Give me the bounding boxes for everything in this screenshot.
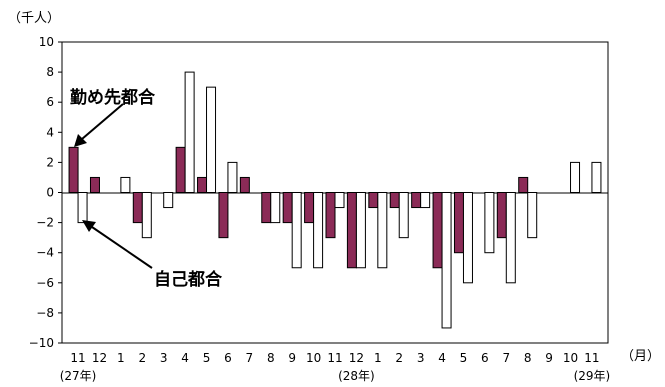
x-tick-label: 2 [138, 351, 146, 365]
bar-employer-reason [518, 176, 529, 193]
y-tick-label: −8 [36, 306, 54, 320]
x-tick-label: 6 [224, 351, 232, 365]
x-unit-label: （月） [621, 349, 660, 364]
bar-personal-reason [398, 192, 409, 239]
bar-personal-reason [227, 161, 238, 193]
x-axis: 11 12 1 2 3 4 5 6 7 8 9 10 11 12 1 2 3 4 5 6 7 8 9 10 11 [70, 351, 599, 365]
x-tick-label: 11 [70, 351, 85, 365]
bar-personal-reason [334, 192, 345, 209]
bar-personal-reason [462, 192, 473, 284]
bar-employer-reason [325, 192, 336, 239]
x-tick-label: 4 [181, 351, 189, 365]
y-tick-label: 6 [46, 95, 54, 109]
year-label: (27年) [60, 369, 97, 383]
bar-employer-reason [432, 192, 443, 269]
year-labels: (27年) (28年) (29年) [60, 369, 611, 383]
arrowhead-employer-reason [74, 134, 87, 147]
x-tick-label: 2 [395, 351, 403, 365]
arrow-personal-reason [91, 226, 153, 269]
x-tick-label: 11 [327, 351, 342, 365]
x-tick-label: 7 [246, 351, 254, 365]
bar-personal-reason [377, 192, 388, 269]
x-tick-label: 12 [92, 351, 107, 365]
bar-personal-reason [570, 161, 581, 193]
bar-personal-reason [163, 192, 174, 209]
x-tick-label: 6 [481, 351, 489, 365]
x-tick-label: 3 [417, 351, 425, 365]
bar-employer-reason [389, 192, 400, 209]
y-tick-label: 10 [39, 35, 54, 49]
x-tick-label: 9 [288, 351, 296, 365]
year-label: (29年) [574, 369, 611, 383]
x-tick-label: 10 [306, 351, 321, 365]
bar-personal-reason [420, 192, 431, 209]
arrowhead-personal-reason [82, 220, 96, 232]
bar-employer-reason [411, 192, 422, 209]
x-tick-label: 4 [438, 351, 446, 365]
x-tick-label: 5 [203, 351, 211, 365]
y-tick-label: 8 [46, 65, 54, 79]
annotation-personal-reason: 自己都合 [154, 269, 223, 290]
bar-personal-reason [291, 192, 302, 269]
bar-personal-reason [505, 192, 516, 284]
y-tick-label: −4 [36, 246, 54, 260]
bar-personal-reason [441, 192, 452, 329]
bar-employer-reason [282, 192, 293, 224]
bar-employer-reason [89, 176, 100, 193]
bar-employer-reason [132, 192, 143, 224]
x-tick-label: 7 [502, 351, 510, 365]
arrow-employer-reason [81, 103, 124, 140]
y-tick-label: 2 [46, 155, 54, 169]
x-tick-label: 9 [545, 351, 553, 365]
x-tick-label: 1 [117, 351, 125, 365]
bar-employer-reason [346, 192, 357, 269]
y-axis: 10 8 6 4 2 0 −2 −4 −6 −8 −10 [29, 35, 62, 350]
bar-personal-reason [206, 86, 217, 193]
bar-employer-reason [261, 192, 272, 224]
bar-employer-reason [304, 192, 315, 224]
x-tick-label: 10 [563, 351, 578, 365]
bar-employer-reason [368, 192, 379, 209]
bar-personal-reason [120, 176, 131, 193]
bar-personal-reason [591, 161, 602, 193]
bar-personal-reason [184, 71, 195, 193]
bar-employer-reason [175, 146, 186, 194]
year-label: (28年) [338, 369, 375, 383]
x-tick-label: 12 [349, 351, 364, 365]
y-tick-label: −10 [29, 336, 54, 350]
x-tick-label: 11 [584, 351, 599, 365]
bar-employer-reason [197, 176, 208, 193]
x-tick-label: 5 [460, 351, 468, 365]
bar-employer-reason [218, 192, 229, 239]
x-tick-label: 8 [524, 351, 532, 365]
bar-employer-reason [496, 192, 507, 239]
x-tick-label: 1 [374, 351, 382, 365]
y-unit-label: （千人） [8, 11, 60, 26]
bar-personal-reason [77, 192, 88, 224]
x-tick-label: 3 [160, 351, 168, 365]
y-tick-label: 4 [46, 125, 54, 139]
y-tick-label: −6 [36, 276, 54, 290]
bar-personal-reason [527, 192, 538, 239]
bars [68, 71, 602, 329]
annotation-employer-reason: 勤め先都合 [70, 87, 156, 108]
bar-employer-reason [453, 192, 464, 254]
bar-personal-reason [484, 192, 495, 254]
bar-personal-reason [313, 192, 324, 269]
bar-personal-reason [355, 192, 366, 269]
y-tick-label: 0 [46, 186, 54, 200]
y-tick-label: −2 [36, 216, 54, 230]
bar-employer-reason [68, 146, 79, 194]
bar-personal-reason [270, 192, 281, 224]
x-tick-label: 8 [267, 351, 275, 365]
bar-personal-reason [141, 192, 152, 239]
bar-employer-reason [239, 176, 250, 193]
